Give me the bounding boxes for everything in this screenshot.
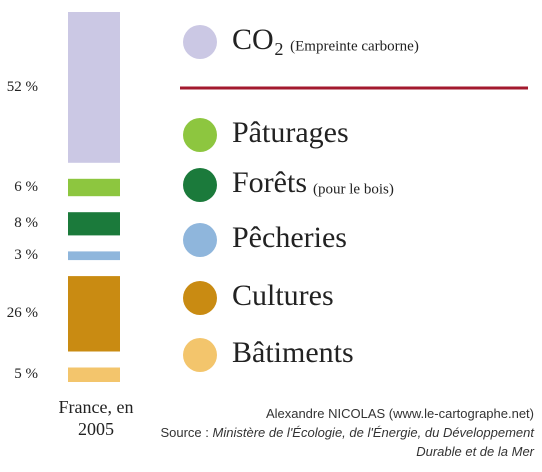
value-label: 6 % bbox=[14, 179, 38, 195]
legend-label: Pâturages bbox=[232, 116, 349, 149]
legend-icon bbox=[183, 25, 217, 59]
value-label: 5 % bbox=[14, 366, 38, 382]
bar-segment bbox=[68, 178, 120, 197]
bar-segment bbox=[68, 212, 120, 236]
legend-label: Cultures bbox=[232, 279, 334, 312]
bar-segment bbox=[68, 276, 120, 352]
source-label: Source : bbox=[160, 425, 209, 440]
bar-segment bbox=[68, 251, 120, 261]
legend-note: (pour le bois) bbox=[313, 181, 394, 197]
legend-note: (Empreinte carborne) bbox=[290, 38, 419, 54]
value-label: 8 % bbox=[14, 215, 38, 231]
legend-label: Pêcheries bbox=[232, 221, 347, 254]
credits: Alexandre NICOLAS (www.le-cartographe.ne… bbox=[154, 404, 534, 461]
source-text: Ministère de l'Écologie, de l'Énergie, d… bbox=[212, 425, 534, 459]
legend-icon bbox=[183, 118, 217, 152]
value-label: 3 % bbox=[14, 247, 38, 263]
legend-label: CO₂ bbox=[232, 23, 284, 56]
legend-label: Bâtiments bbox=[232, 336, 354, 369]
value-label: 26 % bbox=[7, 305, 38, 321]
legend-label: Forêts bbox=[232, 166, 307, 199]
legend-icon bbox=[183, 338, 217, 372]
legend-icon bbox=[183, 223, 217, 257]
category-label: France, en 2005 bbox=[58, 397, 134, 439]
legend-icon bbox=[183, 281, 217, 315]
bar-segment bbox=[68, 12, 120, 163]
source: Source : Ministère de l'Écologie, de l'É… bbox=[154, 423, 534, 461]
value-label: 52 % bbox=[7, 79, 38, 95]
credit: Alexandre NICOLAS (www.le-cartographe.ne… bbox=[265, 406, 534, 421]
bar-segment bbox=[68, 367, 120, 382]
legend-icon bbox=[183, 168, 217, 202]
